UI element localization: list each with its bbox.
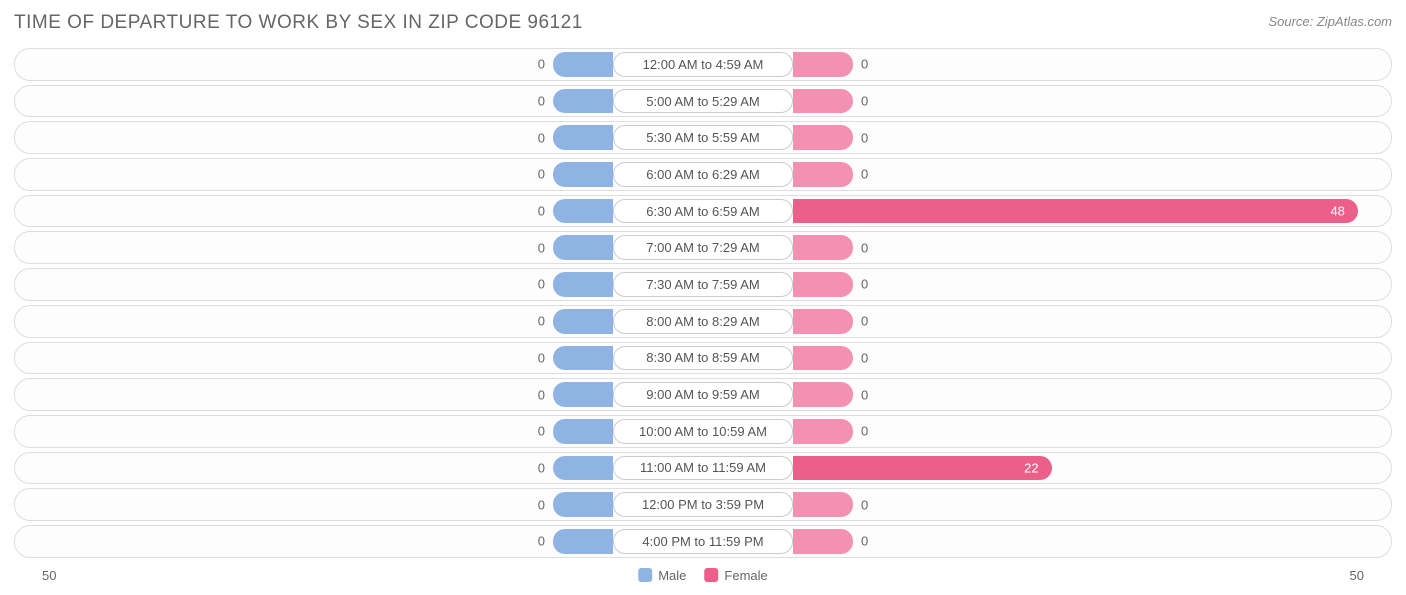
value-male: 0 xyxy=(538,387,545,402)
bar-male xyxy=(553,199,613,224)
table-row: 0 0 10:00 AM to 10:59 AM xyxy=(14,413,1392,450)
chart-footer: 50 Male Female 50 xyxy=(14,565,1392,585)
category-label: 5:00 AM to 5:29 AM xyxy=(613,89,793,114)
bar-male xyxy=(553,272,613,297)
value-male: 0 xyxy=(538,130,545,145)
bar-female xyxy=(793,89,853,114)
value-male: 0 xyxy=(538,534,545,549)
value-male: 0 xyxy=(538,277,545,292)
table-row: 0 0 12:00 AM to 4:59 AM xyxy=(14,46,1392,83)
bar-male xyxy=(553,346,613,371)
bar-female xyxy=(793,309,853,334)
bar-female xyxy=(793,492,853,517)
axis-max-right: 50 xyxy=(1350,568,1364,583)
value-female: 0 xyxy=(861,387,868,402)
table-row: 0 0 12:00 PM to 3:59 PM xyxy=(14,486,1392,523)
value-male: 0 xyxy=(538,167,545,182)
bar-male xyxy=(553,162,613,187)
value-male: 0 xyxy=(538,314,545,329)
value-female: 22 xyxy=(1024,460,1038,475)
table-row: 0 0 7:30 AM to 7:59 AM xyxy=(14,266,1392,303)
value-male: 0 xyxy=(538,497,545,512)
value-male: 0 xyxy=(538,204,545,219)
bar-male xyxy=(553,89,613,114)
value-male: 0 xyxy=(538,240,545,255)
value-male: 0 xyxy=(538,350,545,365)
category-label: 7:30 AM to 7:59 AM xyxy=(613,272,793,297)
axis-max-left: 50 xyxy=(42,568,56,583)
value-male: 0 xyxy=(538,94,545,109)
bar-male xyxy=(553,235,613,260)
bar-male xyxy=(553,52,613,77)
value-female: 0 xyxy=(861,277,868,292)
bar-male xyxy=(553,529,613,554)
category-label: 6:00 AM to 6:29 AM xyxy=(613,162,793,187)
value-female: 0 xyxy=(861,497,868,512)
bar-female xyxy=(793,456,1052,481)
category-label: 12:00 AM to 4:59 AM xyxy=(613,52,793,77)
value-female: 0 xyxy=(861,424,868,439)
bar-female xyxy=(793,529,853,554)
category-label: 12:00 PM to 3:59 PM xyxy=(613,492,793,517)
bar-male xyxy=(553,125,613,150)
legend: Male Female xyxy=(638,568,768,583)
bar-female xyxy=(793,382,853,407)
table-row: 0 0 6:00 AM to 6:29 AM xyxy=(14,156,1392,193)
table-row: 0 48 6:30 AM to 6:59 AM xyxy=(14,193,1392,230)
bar-male xyxy=(553,492,613,517)
chart-container: TIME OF DEPARTURE TO WORK BY SEX IN ZIP … xyxy=(0,0,1406,595)
legend-swatch-female xyxy=(704,568,718,582)
bar-female xyxy=(793,162,853,187)
table-row: 0 0 7:00 AM to 7:29 AM xyxy=(14,229,1392,266)
bar-male xyxy=(553,456,613,481)
bar-female xyxy=(793,52,853,77)
category-label: 11:00 AM to 11:59 AM xyxy=(613,456,793,481)
table-row: 0 0 5:30 AM to 5:59 AM xyxy=(14,119,1392,156)
legend-swatch-male xyxy=(638,568,652,582)
bar-male xyxy=(553,419,613,444)
legend-label-male: Male xyxy=(658,568,686,583)
table-row: 0 22 11:00 AM to 11:59 AM xyxy=(14,450,1392,487)
value-female: 0 xyxy=(861,240,868,255)
legend-item-male: Male xyxy=(638,568,686,583)
bar-female xyxy=(793,346,853,371)
table-row: 0 0 5:00 AM to 5:29 AM xyxy=(14,83,1392,120)
category-label: 6:30 AM to 6:59 AM xyxy=(613,199,793,224)
value-female: 0 xyxy=(861,534,868,549)
value-female: 0 xyxy=(861,94,868,109)
bar-female xyxy=(793,199,1358,224)
table-row: 0 0 8:00 AM to 8:29 AM xyxy=(14,303,1392,340)
source-attribution: Source: ZipAtlas.com xyxy=(1268,14,1392,29)
bar-female xyxy=(793,125,853,150)
bar-male xyxy=(553,309,613,334)
category-label: 4:00 PM to 11:59 PM xyxy=(613,529,793,554)
chart-area: 0 0 12:00 AM to 4:59 AM 0 0 5:00 AM to 5:29 A… xyxy=(14,46,1392,561)
value-female: 0 xyxy=(861,350,868,365)
table-row: 0 0 8:30 AM to 8:59 AM xyxy=(14,340,1392,377)
legend-label-female: Female xyxy=(724,568,767,583)
value-female: 0 xyxy=(861,57,868,72)
value-female: 0 xyxy=(861,167,868,182)
legend-item-female: Female xyxy=(704,568,767,583)
category-label: 10:00 AM to 10:59 AM xyxy=(613,419,793,444)
category-label: 8:00 AM to 8:29 AM xyxy=(613,309,793,334)
value-female: 0 xyxy=(861,130,868,145)
value-female: 0 xyxy=(861,314,868,329)
chart-title: TIME OF DEPARTURE TO WORK BY SEX IN ZIP … xyxy=(14,12,583,34)
table-row: 0 0 4:00 PM to 11:59 PM xyxy=(14,523,1392,560)
category-label: 9:00 AM to 9:59 AM xyxy=(613,382,793,407)
category-label: 7:00 AM to 7:29 AM xyxy=(613,235,793,260)
category-label: 8:30 AM to 8:59 AM xyxy=(613,346,793,371)
category-label: 5:30 AM to 5:59 AM xyxy=(613,125,793,150)
table-row: 0 0 9:00 AM to 9:59 AM xyxy=(14,376,1392,413)
value-female: 48 xyxy=(1330,204,1344,219)
bar-female xyxy=(793,235,853,260)
value-male: 0 xyxy=(538,460,545,475)
value-male: 0 xyxy=(538,424,545,439)
bar-female xyxy=(793,272,853,297)
bar-male xyxy=(553,382,613,407)
bar-female xyxy=(793,419,853,444)
value-male: 0 xyxy=(538,57,545,72)
